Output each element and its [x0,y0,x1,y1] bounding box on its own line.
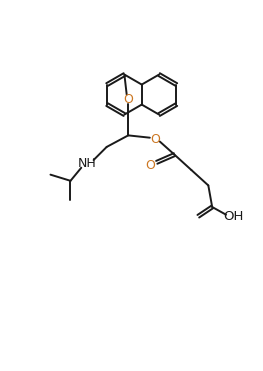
Text: O: O [123,93,133,106]
Text: NH: NH [78,157,97,170]
Text: OH: OH [224,210,244,223]
Text: O: O [150,133,160,146]
Text: O: O [145,159,155,172]
